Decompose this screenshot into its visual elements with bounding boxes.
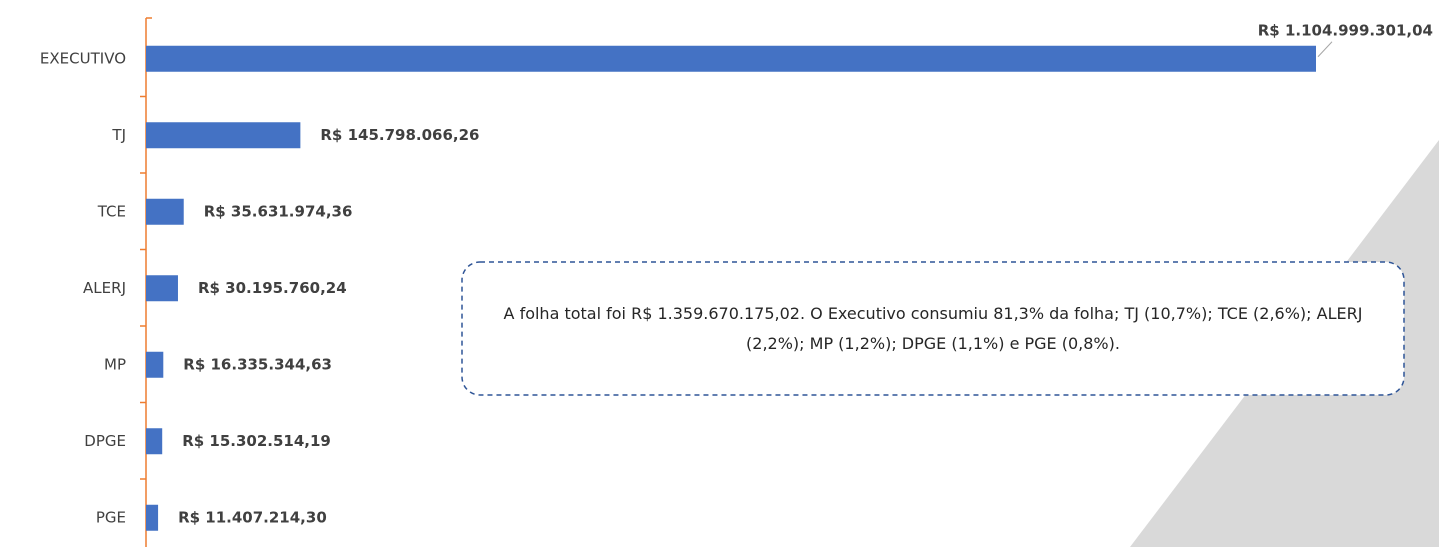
annotation: A folha total foi R$ 1.359.670.175,02. O… (503, 303, 1363, 353)
bar (146, 45, 1316, 72)
y-tick-label: PGE (96, 508, 126, 526)
y-tick-label: ALERJ (83, 279, 126, 297)
value-label: R$ 30.195.760,24 (198, 279, 347, 297)
y-tick-label: TCE (97, 202, 126, 220)
bar (146, 198, 184, 225)
y-tick-label: DPGE (84, 432, 126, 450)
y-tick-label: TJ (111, 126, 126, 144)
bar (146, 275, 178, 302)
annotation-container: A folha total foi R$ 1.359.670.175,02. O… (503, 303, 1363, 353)
annotation-box (461, 261, 1405, 396)
value-label: R$ 145.798.066,26 (320, 126, 479, 144)
y-tick-label: EXECUTIVO (40, 49, 126, 67)
bar (146, 504, 159, 531)
value-label: R$ 35.631.974,36 (204, 202, 353, 220)
value-label: R$ 16.335.344,63 (183, 355, 332, 373)
y-tick-label: MP (104, 355, 126, 373)
value-label: R$ 11.407.214,30 (178, 508, 327, 526)
value-label: R$ 15.302.514,19 (182, 432, 331, 450)
bar (146, 428, 163, 455)
bar (146, 351, 164, 378)
bar (146, 122, 301, 149)
leader-line (1317, 41, 1333, 58)
value-label: R$ 1.104.999.301,04 (1258, 21, 1433, 39)
